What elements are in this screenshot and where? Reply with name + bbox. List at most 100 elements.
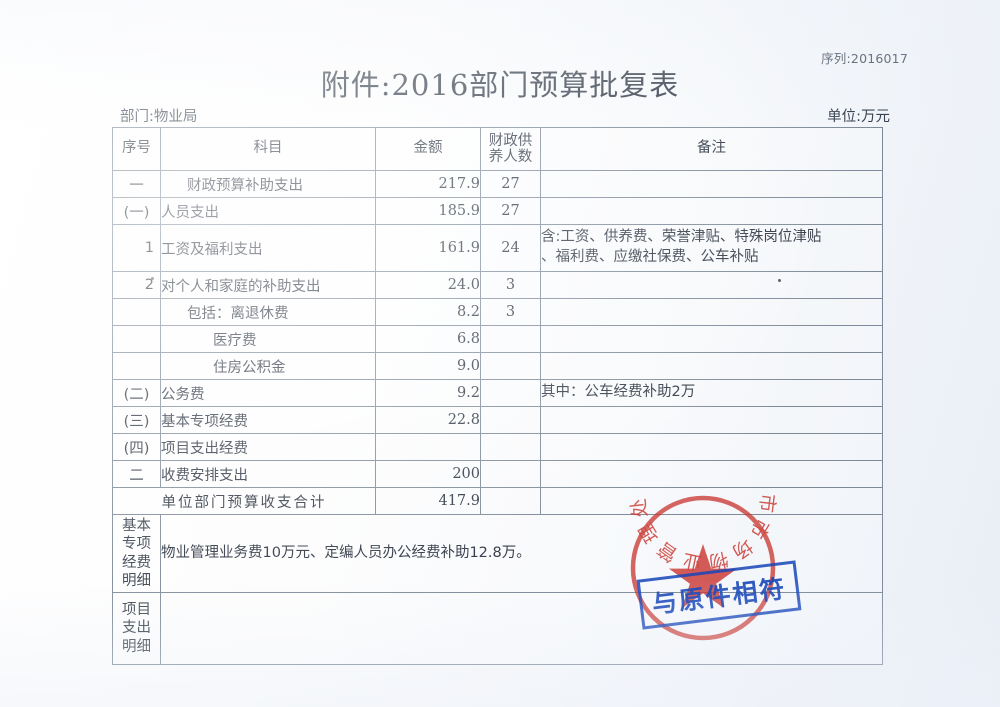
cell-amount: 8.2 bbox=[375, 298, 481, 326]
cell-amount bbox=[375, 433, 481, 461]
cell-no: (一) bbox=[112, 197, 161, 225]
header-item: 科目 bbox=[160, 127, 376, 171]
cell-no bbox=[112, 298, 161, 326]
cell-no: (三) bbox=[112, 406, 161, 434]
note-line2: 、福利费、应缴社保费、公车补贴 bbox=[541, 249, 759, 265]
label-line: 支出 bbox=[122, 620, 151, 637]
cell-people: 3 bbox=[480, 298, 541, 326]
label-line: 经费 bbox=[122, 554, 151, 571]
cell-note bbox=[540, 460, 883, 488]
cell-note bbox=[540, 352, 883, 380]
budget-table: 序号 科目 金额 财政供 养人数 备注 一 财政预算补助支出 217.9 27 … bbox=[112, 127, 883, 665]
cell-item: 公务费 bbox=[160, 379, 376, 407]
cell-people: 27 bbox=[480, 197, 541, 225]
cell-amount: 9.2 bbox=[375, 379, 481, 407]
header-no: 序号 bbox=[112, 127, 161, 171]
total-note bbox=[540, 487, 883, 515]
cell-people bbox=[480, 406, 541, 434]
cell-no bbox=[112, 352, 161, 380]
ink-dot-artifact bbox=[778, 279, 781, 282]
table-header: 序号 科目 金额 财政供 养人数 备注 bbox=[112, 127, 883, 171]
sequence-number: 序列:2016017 bbox=[821, 51, 908, 66]
cell-amount: 9.0 bbox=[375, 352, 481, 380]
table-row: (四) 项目支出经费 bbox=[112, 433, 883, 461]
table-row: 1 工资及福利支出 161.9 24 含:工资、供养费、荣誉津贴、特殊岗位津贴 … bbox=[112, 224, 883, 272]
note-line1: 含:工资、供养费、荣誉津贴、特殊岗位津贴 bbox=[541, 229, 822, 246]
table-row: 包括：离退休费 8.2 3 bbox=[112, 298, 883, 326]
cell-no: 一 bbox=[112, 170, 161, 198]
cell-item: 人员支出 bbox=[160, 197, 376, 225]
cell-no: 二 bbox=[112, 460, 161, 488]
total-amount: 417.9 bbox=[375, 487, 481, 515]
department-label: 部门:物业局 bbox=[120, 109, 198, 125]
cell-item: 住房公积金 bbox=[160, 352, 376, 380]
table-row: 二 收费安排支出 200 bbox=[112, 460, 883, 488]
table-row: (一) 人员支出 185.9 27 bbox=[112, 197, 883, 225]
cell-note bbox=[540, 406, 883, 434]
table-row: (三) 基本专项经费 22.8 bbox=[112, 406, 883, 434]
table-row: 医疗费 6.8 bbox=[112, 325, 883, 353]
cell-note bbox=[540, 325, 883, 353]
cell-note bbox=[540, 298, 883, 326]
header-people-line2: 养人数 bbox=[488, 149, 533, 165]
cell-amount: 6.8 bbox=[375, 325, 481, 353]
total-label: 单位部门预算收支合计 bbox=[112, 487, 376, 515]
cell-note bbox=[540, 433, 883, 461]
cell-item: 收费安排支出 bbox=[160, 460, 376, 488]
cell-note: 其中：公车经费补助2万 bbox=[540, 379, 883, 407]
basic-special-fund-detail-label: 基本 专项 经费 明细 bbox=[112, 514, 161, 593]
cell-no: 1 bbox=[112, 224, 161, 272]
page-title: 附件:2016部门预算批复表 bbox=[320, 68, 680, 102]
cell-people: 24 bbox=[480, 224, 541, 272]
cell-people: 3 bbox=[480, 271, 541, 299]
cell-note bbox=[540, 170, 883, 198]
total-people bbox=[480, 487, 541, 515]
label-line: 基本 bbox=[122, 518, 151, 535]
label-line: 专项 bbox=[122, 536, 151, 553]
cell-people bbox=[480, 379, 541, 407]
table-row: 一 财政预算补助支出 217.9 27 bbox=[112, 170, 883, 198]
cell-people bbox=[480, 325, 541, 353]
table-row: 住房公积金 9.0 bbox=[112, 352, 883, 380]
table-row: 2 对个人和家庭的补助支出 24.0 3 bbox=[112, 271, 883, 299]
table-row-total: 单位部门预算收支合计 417.9 bbox=[112, 487, 883, 515]
cell-amount: 22.8 bbox=[375, 406, 481, 434]
cell-note bbox=[540, 271, 883, 299]
cell-no: (四) bbox=[112, 433, 161, 461]
cell-item: 包括：离退休费 bbox=[160, 298, 376, 326]
ink-dot-artifact bbox=[151, 277, 154, 280]
cell-item: 工资及福利支出 bbox=[160, 224, 376, 272]
header-people-line1: 财政供 bbox=[488, 132, 533, 149]
cell-amount: 161.9 bbox=[375, 224, 481, 272]
cell-no: 2 bbox=[112, 271, 161, 299]
cell-amount: 200 bbox=[375, 460, 481, 488]
cell-no bbox=[112, 325, 161, 353]
basic-special-fund-detail-content: 物业管理业务费10万元、定编人员办公经费补助12.8万。 bbox=[160, 514, 883, 593]
cell-amount: 217.9 bbox=[375, 170, 481, 198]
header-amount: 金额 bbox=[375, 127, 481, 171]
label-line: 明细 bbox=[122, 638, 151, 655]
cell-item: 项目支出经费 bbox=[160, 433, 376, 461]
cell-item: 对个人和家庭的补助支出 bbox=[160, 271, 376, 299]
table-row: (二) 公务费 9.2 其中：公车经费补助2万 bbox=[112, 379, 883, 407]
cell-note bbox=[540, 197, 883, 225]
detail-section-row: 项目 支出 明细 bbox=[112, 592, 883, 665]
label-line: 项目 bbox=[122, 602, 151, 619]
project-expenditure-detail-content bbox=[160, 592, 883, 665]
label-line: 明细 bbox=[122, 572, 151, 589]
cell-amount: 185.9 bbox=[375, 197, 481, 225]
project-expenditure-detail-label: 项目 支出 明细 bbox=[112, 592, 161, 665]
cell-amount: 24.0 bbox=[375, 271, 481, 299]
cell-people: 27 bbox=[480, 170, 541, 198]
unit-label: 单位:万元 bbox=[827, 109, 890, 125]
header-note: 备注 bbox=[540, 127, 883, 171]
cell-people bbox=[480, 352, 541, 380]
detail-section-row: 基本 专项 经费 明细 物业管理业务费10万元、定编人员办公经费补助12.8万。 bbox=[112, 514, 883, 593]
cell-people bbox=[480, 433, 541, 461]
cell-item: 基本专项经费 bbox=[160, 406, 376, 434]
cell-item: 财政预算补助支出 bbox=[160, 170, 376, 198]
cell-no: (二) bbox=[112, 379, 161, 407]
cell-note: 含:工资、供养费、荣誉津贴、特殊岗位津贴 、福利费、应缴社保费、公车补贴 bbox=[540, 224, 883, 272]
cell-people bbox=[480, 460, 541, 488]
